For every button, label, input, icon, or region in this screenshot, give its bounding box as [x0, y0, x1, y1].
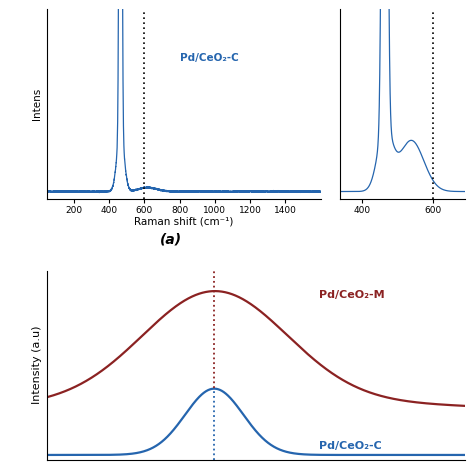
Text: Pd/CeO₂-C: Pd/CeO₂-C [319, 441, 381, 451]
Text: Pd/CeO₂-C: Pd/CeO₂-C [180, 53, 238, 63]
Text: (a): (a) [160, 232, 182, 246]
Y-axis label: Intensity (a.u): Intensity (a.u) [32, 326, 42, 404]
Y-axis label: Intens: Intens [32, 88, 42, 120]
Text: Pd/CeO₂-M: Pd/CeO₂-M [319, 290, 384, 300]
X-axis label: Raman shift (cm⁻¹): Raman shift (cm⁻¹) [134, 216, 234, 226]
